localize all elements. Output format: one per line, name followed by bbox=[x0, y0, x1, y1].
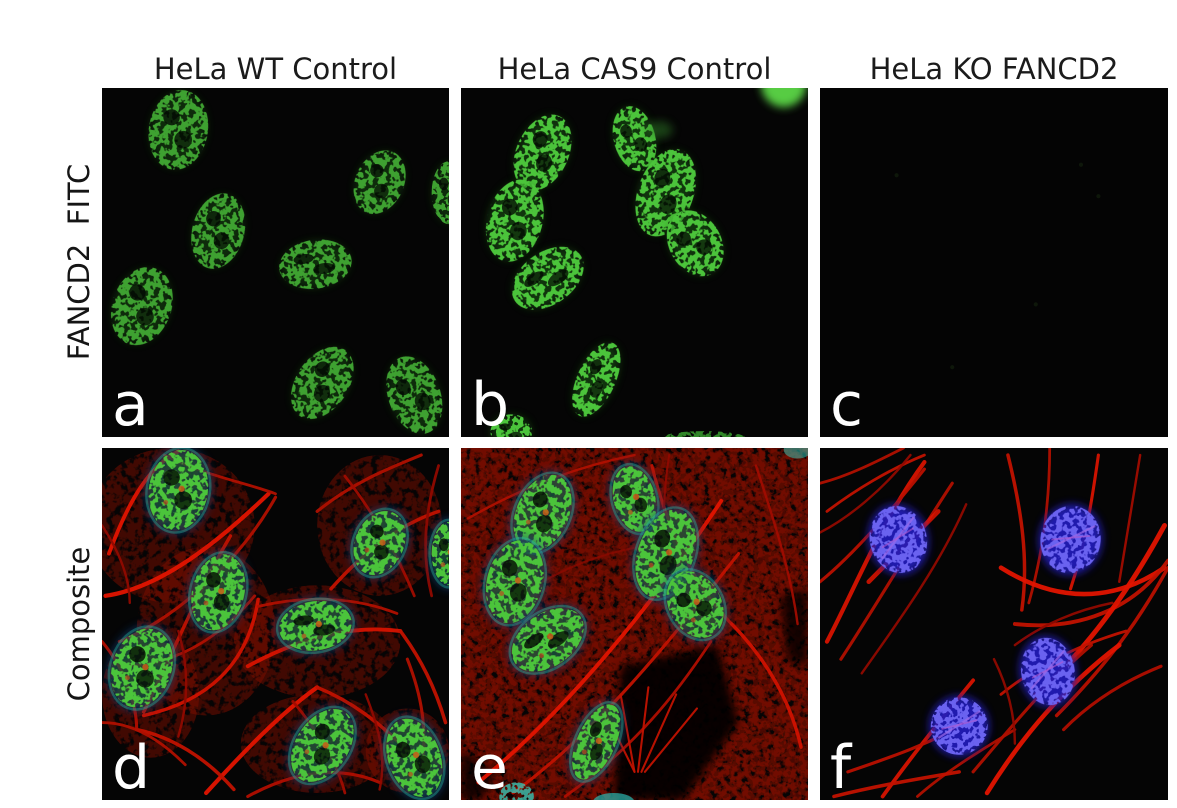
micrograph-c bbox=[820, 88, 1168, 437]
column-header-ko: HeLa KO FANCD2 bbox=[869, 52, 1119, 86]
panel-letter-f: f bbox=[830, 733, 852, 800]
panel-letter-b: b bbox=[471, 370, 510, 437]
panel-e-composite-cas9: e bbox=[461, 448, 808, 800]
row-label-composite: Composite bbox=[62, 546, 96, 702]
micrograph-a bbox=[102, 88, 449, 437]
row-label-fancd2-fitc: FANCD2 FITC bbox=[62, 163, 96, 361]
micrograph-d bbox=[102, 448, 449, 800]
micrograph-b bbox=[461, 88, 808, 437]
micrograph-f bbox=[820, 448, 1168, 800]
panel-letter-d: d bbox=[112, 733, 151, 800]
panel-d-composite-wt: d bbox=[102, 448, 449, 800]
panel-a-fitc-wt: a bbox=[102, 88, 449, 437]
micrograph-e bbox=[461, 448, 808, 800]
column-header-cas9: HeLa CAS9 Control bbox=[497, 52, 772, 86]
panel-letter-a: a bbox=[112, 370, 149, 437]
column-header-wt: HeLa WT Control bbox=[153, 52, 398, 86]
panel-letter-c: c bbox=[830, 370, 863, 437]
panel-b-fitc-cas9: b bbox=[461, 88, 808, 437]
panel-letter-e: e bbox=[471, 733, 508, 800]
panel-f-composite-ko: f bbox=[820, 448, 1168, 800]
panel-c-fitc-ko: c bbox=[820, 88, 1168, 437]
